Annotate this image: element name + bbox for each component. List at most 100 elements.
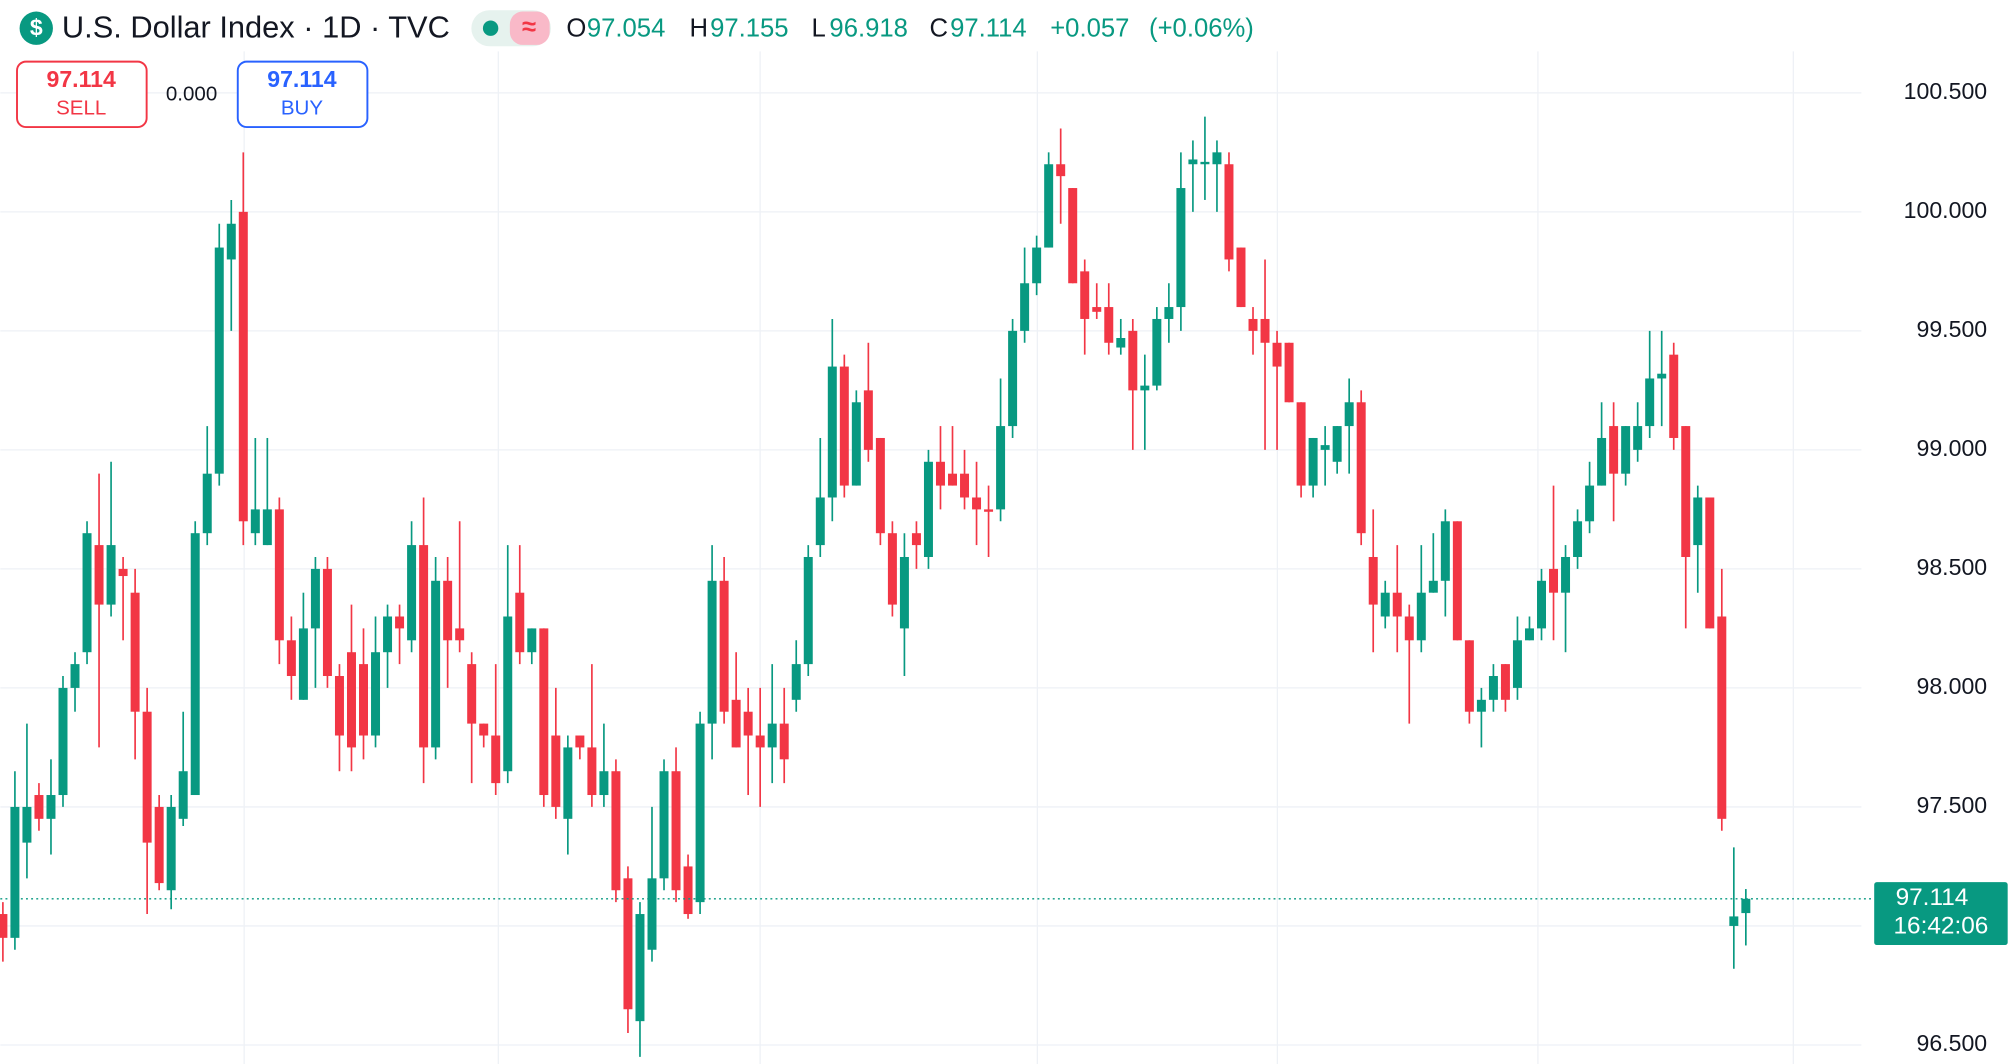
candle-body (82, 533, 92, 653)
candle-body (106, 545, 116, 605)
candle-body (1428, 580, 1438, 593)
candle-body (1272, 342, 1282, 367)
ohlc-label: H (690, 14, 709, 42)
candle-body (455, 628, 465, 641)
candle-body (539, 628, 549, 796)
candle-body (1549, 568, 1559, 593)
candle-body (1068, 188, 1078, 284)
symbol-title[interactable]: U.S. Dollar Index · 1D · TVC (62, 10, 450, 45)
candle-body (803, 556, 813, 665)
candle-body (1080, 271, 1090, 319)
y-tick-label: 97.500 (1917, 792, 1988, 818)
candle-body (923, 461, 933, 557)
candle-body (911, 533, 921, 546)
candle-body (1705, 497, 1715, 629)
candle-body (1104, 307, 1114, 343)
candle-body (1561, 556, 1571, 593)
candle-body (1621, 426, 1631, 474)
candle-body (226, 223, 236, 260)
candle-body (948, 473, 957, 486)
candle-body (371, 652, 381, 736)
candle-body (310, 568, 320, 629)
candle-body (1380, 592, 1390, 617)
candle-body (395, 616, 405, 629)
candle-body (262, 509, 272, 546)
candle-body (154, 806, 164, 884)
y-tick-label: 99.500 (1917, 316, 1988, 342)
candles (0, 116, 1751, 1057)
candle-body (407, 545, 417, 641)
candle-body (1729, 916, 1739, 926)
candle-body (515, 592, 525, 653)
candle-body (1236, 247, 1246, 308)
candle-body (58, 687, 68, 796)
candle-body (346, 652, 356, 748)
candle-body (178, 771, 188, 819)
candle-body (960, 473, 970, 498)
candle-body (1657, 373, 1667, 379)
candle-body (1464, 640, 1474, 712)
change-percent: (+0.06%) (1149, 14, 1254, 42)
candle-body (899, 556, 909, 629)
candle-body (779, 723, 789, 760)
candle-body (166, 806, 176, 891)
candle-body (575, 735, 585, 748)
candle-body (791, 664, 801, 700)
candle-body (1597, 437, 1607, 486)
candle-body (683, 866, 693, 915)
candle-body (503, 616, 513, 772)
candle-body (274, 509, 284, 641)
candle-body (695, 723, 705, 903)
candle-body (1356, 402, 1366, 534)
buy-price: 97.114 (267, 66, 337, 92)
sell-button[interactable] (16, 60, 148, 129)
y-tick-label: 98.000 (1917, 673, 1988, 699)
candle-body (238, 211, 248, 522)
y-tick-label: 100.500 (1904, 78, 1987, 104)
candle-body (1164, 307, 1174, 319)
last-price-label: 97.114 (1896, 884, 1969, 911)
candle-body (1284, 342, 1294, 403)
candle-body (0, 914, 8, 938)
candle-body (1032, 247, 1042, 284)
candle-body (1609, 426, 1619, 474)
ohlc-value: 96.918 (829, 14, 907, 42)
y-tick-label: 99.000 (1917, 435, 1988, 461)
candle-body (1681, 426, 1691, 557)
candle-body (94, 545, 104, 605)
candle-body (334, 676, 344, 736)
candle-body (635, 914, 645, 1022)
candle-body (142, 711, 152, 843)
candle-body (22, 806, 32, 843)
candle-body (359, 664, 368, 736)
candle-body (1645, 378, 1655, 427)
candle-body (563, 747, 573, 819)
candle-body (1320, 445, 1330, 450)
symbol-icon: $ (30, 15, 43, 41)
candle-body (1332, 426, 1342, 462)
buy-button[interactable] (236, 60, 369, 129)
y-tick-label: 98.500 (1917, 554, 1988, 580)
candle-body (443, 580, 453, 641)
candle-body (250, 509, 260, 534)
candle-body (1116, 338, 1126, 348)
candle-body (322, 568, 332, 677)
ohlc-label: C (930, 14, 949, 42)
candle-body (1344, 402, 1354, 427)
candle-body (743, 711, 753, 736)
candle-body (863, 390, 873, 450)
candle-body (1524, 628, 1534, 641)
candle-body (118, 568, 128, 577)
price-grid: 96.50097.00097.50098.00098.50099.00099.5… (0, 78, 1987, 1056)
candle-body (214, 247, 224, 474)
candle-body (1020, 283, 1030, 331)
candle-body (1200, 161, 1210, 165)
candle-body (1585, 485, 1595, 522)
candle-body (1500, 664, 1510, 700)
candle-body (431, 580, 441, 748)
candle-body (1224, 164, 1234, 260)
candle-body (599, 771, 609, 796)
candle-body (1248, 318, 1258, 331)
legend-header: $ U.S. Dollar Index · 1D · TVC ≈ O 97.05… (19, 10, 1254, 47)
